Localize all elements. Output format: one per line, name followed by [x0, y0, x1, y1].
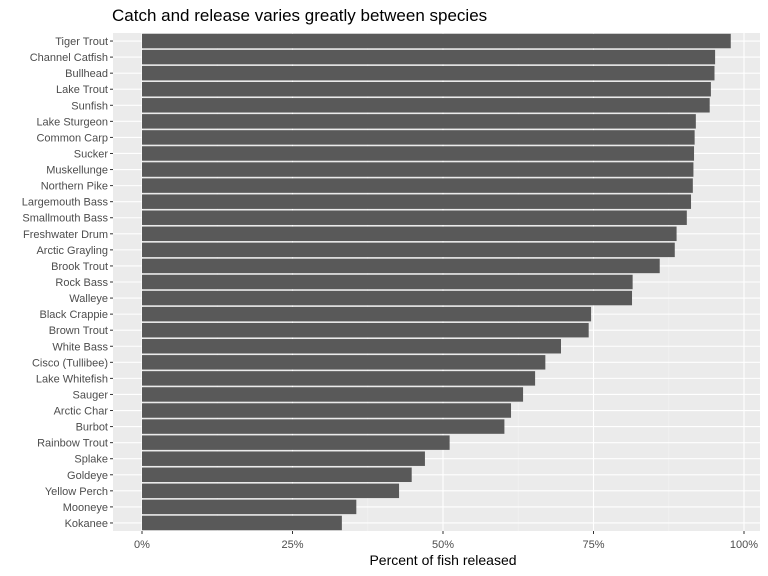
- bar: [142, 483, 400, 499]
- x-tick-label: 25%: [281, 539, 303, 551]
- bar: [142, 451, 425, 466]
- y-tick-label: Tiger Trout: [55, 36, 108, 48]
- y-tick-label: Cisco (Tullibee): [32, 357, 108, 369]
- y-tick-label: Largemouth Bass: [22, 197, 109, 209]
- y-tick-label: Smallmouth Bass: [22, 213, 108, 225]
- bar: [142, 33, 731, 49]
- bar: [142, 515, 342, 531]
- bar: [142, 435, 450, 450]
- y-tick-label: Northern Pike: [41, 181, 108, 193]
- x-axis: 0% 25% 50% 75% 100%: [134, 531, 758, 551]
- y-tick-label: Bullhead: [65, 68, 108, 80]
- y-axis: Tiger Trout Channel Catfish Bullhead Lake T…: [22, 36, 113, 530]
- bars: [142, 33, 731, 531]
- bar: [142, 403, 512, 418]
- y-tick-label: Sauger: [73, 389, 109, 401]
- chart-title: Catch and release varies greatly between…: [112, 6, 488, 25]
- bar: [142, 146, 695, 161]
- y-tick-label: Arctic Grayling: [36, 245, 108, 257]
- y-tick-label: White Bass: [52, 341, 108, 353]
- x-tick-label: 75%: [582, 539, 604, 551]
- bar: [142, 49, 716, 65]
- bar: [142, 499, 357, 515]
- y-tick-label: Kokanee: [65, 518, 108, 530]
- x-tick-label: 100%: [730, 539, 758, 551]
- bar: [142, 210, 687, 225]
- bar: [142, 178, 693, 193]
- bar: [142, 306, 592, 322]
- y-tick-label: Goldeye: [67, 470, 108, 482]
- bar: [142, 65, 715, 81]
- y-tick-label: Lake Sturgeon: [36, 116, 108, 128]
- bar: [142, 290, 633, 306]
- bar: [142, 114, 696, 129]
- bar: [142, 387, 524, 402]
- bar: [142, 242, 675, 258]
- y-tick-label: Muskellunge: [46, 165, 108, 177]
- bar: [142, 355, 546, 370]
- y-tick-label: Brook Trout: [51, 261, 108, 273]
- bar: [142, 419, 505, 434]
- bar: [142, 81, 711, 97]
- bar: [142, 339, 561, 354]
- y-tick-label: Arctic Char: [54, 406, 109, 418]
- y-tick-label: Rainbow Trout: [37, 438, 108, 450]
- x-tick-label: 0%: [134, 539, 150, 551]
- x-axis-label: Percent of fish released: [369, 552, 517, 568]
- y-tick-label: Black Crappie: [40, 309, 108, 321]
- bar: [142, 371, 536, 386]
- y-tick-label: Sunfish: [71, 100, 108, 112]
- y-tick-label: Yellow Perch: [45, 486, 108, 498]
- y-tick-label: Lake Trout: [56, 84, 108, 96]
- y-tick-label: Mooneye: [63, 502, 108, 514]
- bar: [142, 467, 412, 483]
- bar: [142, 322, 589, 338]
- y-tick-label: Common Carp: [36, 132, 108, 144]
- bar: [142, 130, 695, 145]
- y-tick-label: Splake: [74, 454, 108, 466]
- y-tick-label: Rock Bass: [55, 277, 108, 289]
- bar: [142, 162, 694, 177]
- bar: [142, 258, 660, 274]
- bar: [142, 98, 710, 113]
- bar: [142, 226, 677, 242]
- bar: [142, 274, 633, 290]
- y-tick-label: Walleye: [69, 293, 108, 305]
- y-tick-label: Freshwater Drum: [23, 229, 108, 241]
- y-tick-label: Lake Whitefish: [36, 373, 108, 385]
- x-tick-label: 50%: [432, 539, 454, 551]
- y-tick-label: Channel Catfish: [30, 52, 108, 64]
- bar: [142, 194, 692, 209]
- y-tick-label: Brown Trout: [49, 325, 108, 337]
- y-tick-label: Burbot: [76, 422, 108, 434]
- y-tick-label: Sucker: [74, 148, 109, 160]
